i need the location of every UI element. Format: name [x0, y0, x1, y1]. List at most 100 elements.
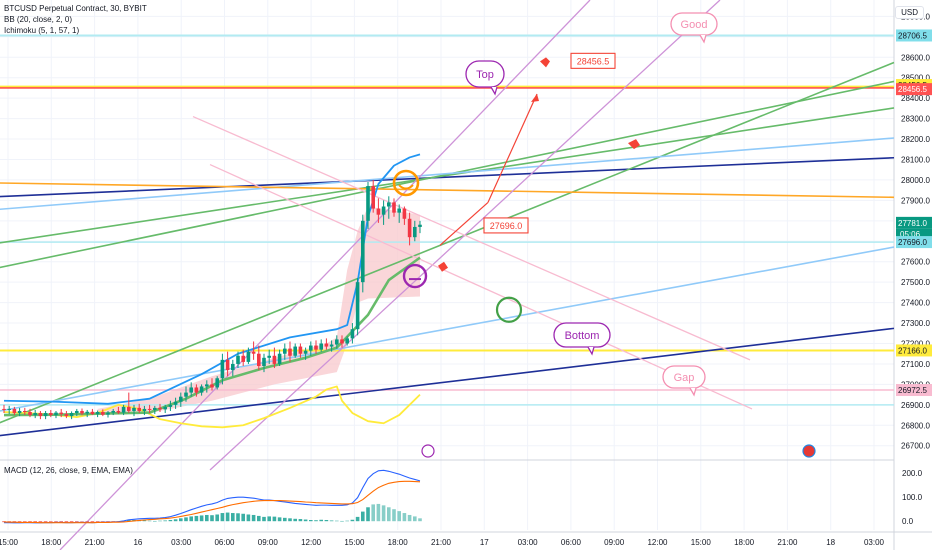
macd-histogram-bar [293, 518, 297, 522]
macd-histogram-bar [314, 520, 318, 522]
price-tick-label: 28100.0 [901, 155, 930, 164]
macd-histogram-bar [194, 515, 199, 522]
candle-body [220, 359, 225, 379]
macd-histogram-bar [236, 513, 240, 522]
price-tick-label: 27600.0 [901, 258, 930, 267]
trend-ray [0, 327, 895, 437]
macd-histogram-bar [231, 513, 235, 522]
candle-body [158, 407, 162, 410]
candle-body [381, 206, 386, 215]
candle-body [179, 396, 183, 402]
channel-line [59, 0, 591, 550]
candle-body [194, 387, 199, 393]
countdown-text: 05:06 [900, 230, 921, 239]
candle-body [163, 406, 167, 410]
candle-body [147, 408, 152, 410]
macd-histogram-bar [283, 517, 287, 522]
candle-body [80, 410, 84, 414]
macd-histogram-bar [225, 512, 230, 522]
bottom-bubble-tail [587, 346, 595, 356]
top-bubble-text: Top [476, 69, 494, 81]
symbol-legend[interactable]: BTCUSD Perpetual Contract, 30, BYBIT [4, 4, 147, 13]
gap-bubble-tail [689, 387, 697, 397]
bb-legend[interactable]: BB (20, close, 2, 0) [4, 15, 73, 24]
us-flag-icon [802, 444, 816, 458]
candle-body [236, 355, 240, 364]
candle-body [12, 408, 17, 414]
top-bubble: Top [465, 60, 505, 96]
macd-legend[interactable]: MACD (12, 26, close, 9, EMA, EMA) [4, 466, 133, 475]
time-axis[interactable]: 15:00 18:00 21:00 16 03:00 06:00 09:00 12:00 15:… [0, 538, 885, 547]
candle-body [283, 348, 287, 354]
macd-histogram-bar [361, 511, 365, 522]
macd-histogram-bar [163, 520, 167, 522]
ichimoku-legend[interactable]: Ichimoku (5, 1, 57, 1) [4, 26, 80, 35]
entry-price-label: 27696.0 [483, 217, 529, 234]
candle-body [59, 412, 63, 415]
macd-histogram-bar [324, 520, 329, 522]
cloud-area [97, 206, 420, 416]
neutral-face-icon [402, 263, 428, 289]
candle-body [54, 412, 58, 416]
candle-body [257, 353, 261, 366]
macd-histogram-bar [418, 518, 422, 522]
macd-histogram-bar [168, 520, 173, 522]
macd-histogram-bar [158, 520, 162, 522]
candle-body [288, 348, 292, 356]
macd-histogram-bar [413, 516, 417, 522]
price-tick-label: 28300.0 [901, 115, 930, 124]
candle-body [225, 359, 230, 371]
macd-histogram-bar [38, 521, 43, 523]
entry-price-label-box [483, 217, 529, 234]
price-flag-text: 26972.5 [898, 386, 927, 395]
time-tick-label: 17 [480, 538, 489, 547]
trend-ray [0, 107, 895, 244]
candle-body [184, 392, 188, 397]
candle-body [121, 406, 126, 413]
candle-body [387, 202, 391, 207]
macd-histogram-bar [381, 505, 386, 522]
macd-histogram-bar [329, 520, 334, 522]
macd-histogram-bar [215, 514, 219, 522]
candle-body [329, 344, 334, 347]
candle-body [199, 386, 204, 393]
candle-body [355, 282, 360, 330]
entry-price-label-text: 27696.0 [490, 221, 523, 231]
macd-histogram-bar [355, 516, 360, 522]
price-flag [896, 236, 932, 249]
macd-histogram-bar [251, 514, 256, 522]
trend-ray [0, 246, 895, 412]
candle-body [111, 410, 115, 413]
macd-line [4, 469, 421, 524]
candle-body [43, 413, 48, 417]
top-bubble-shape [465, 60, 505, 88]
price-tick-label: 27900.0 [901, 196, 930, 205]
price-flag-text: 27166.0 [898, 346, 927, 355]
macd-histogram-bar [366, 507, 370, 522]
price-tick-label: 27100.0 [901, 360, 930, 369]
price-flag [896, 83, 932, 96]
candle-body [397, 208, 401, 213]
time-tick-label: 16 [133, 538, 142, 547]
good-bubble-shape [670, 12, 718, 36]
target-price-label: 28456.5 [570, 52, 616, 69]
bottom-bubble-text: Bottom [565, 330, 600, 342]
target-price-label-box [570, 52, 616, 69]
macd-histogram-bar [189, 516, 193, 522]
macd-histogram-bar [184, 517, 188, 522]
price-tick-label: 28200.0 [901, 135, 930, 144]
macd-histogram-bar [309, 520, 313, 522]
time-tick-label: 18:00 [388, 538, 409, 547]
time-tick-label: 12:00 [301, 538, 322, 547]
macd-histogram-bar [80, 521, 84, 522]
price-axis[interactable]: 200.0100.00.028800.028700.028600.028500.… [896, 12, 932, 526]
candle-body [153, 407, 157, 410]
bottom-bubble-shape [553, 322, 611, 348]
candle-body [272, 355, 277, 364]
currency-unit-button[interactable]: USD [895, 6, 924, 19]
macd-histogram-bar [350, 519, 355, 522]
macd-axis-label: 100.0 [902, 493, 923, 502]
macd-histogram-bar [142, 520, 147, 522]
macd-histogram-bar [95, 521, 100, 522]
